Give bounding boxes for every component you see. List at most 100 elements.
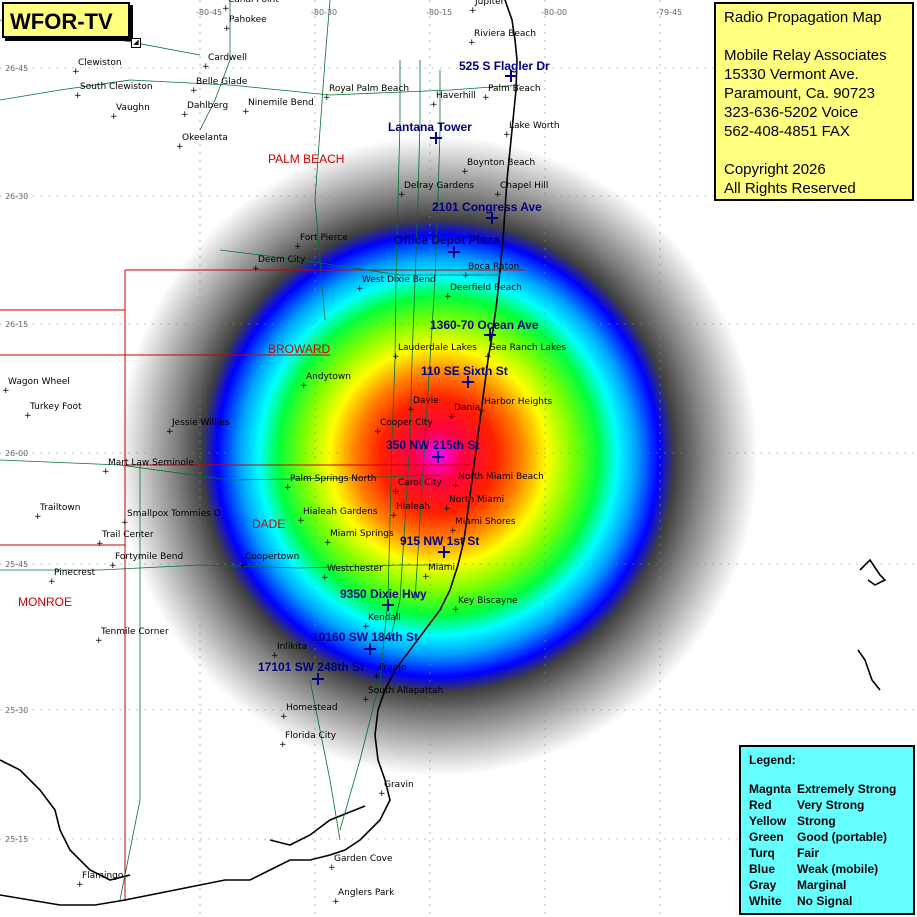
place-labels: Pahokee+Jupiter+Canal Point+Clewiston+Ca… xyxy=(2,0,566,907)
site-cross-icon xyxy=(462,376,474,388)
place-label: Kendall xyxy=(368,613,401,623)
legend-meaning: Extremely Strong xyxy=(797,782,897,796)
legend-row: Gray Marginal xyxy=(749,877,905,893)
site-label: Lantana Tower xyxy=(388,120,472,134)
place-dot-icon: + xyxy=(223,24,231,34)
place-label: Gravin xyxy=(384,780,414,790)
place-label: Tenmile Corner xyxy=(100,627,169,637)
place-dot-icon: + xyxy=(239,561,247,571)
legend-row: Red Very Strong xyxy=(749,797,905,813)
legend-color: Blue xyxy=(749,862,776,876)
place-dot-icon: + xyxy=(398,190,406,200)
county-label: PALM BEACH xyxy=(268,152,344,166)
place-label: Jupiter xyxy=(474,0,505,7)
legend-meaning: Weak (mobile) xyxy=(797,862,879,876)
place-label: Deerfield Beach xyxy=(450,283,522,293)
site-label: 1360-70 Ocean Ave xyxy=(430,318,539,332)
place-label: South Clewiston xyxy=(80,82,153,92)
legend-row: White No Signal xyxy=(749,893,905,909)
info-line: 562-408-4851 FAX xyxy=(724,123,850,140)
place-label: Dania xyxy=(454,403,480,413)
place-dot-icon: + xyxy=(321,573,329,583)
legend-color: Turq xyxy=(749,846,775,860)
place-label: North Miami Beach xyxy=(458,472,544,482)
place-dot-icon: + xyxy=(102,467,110,477)
legend-meaning: Strong xyxy=(797,814,836,828)
place-dot-icon: + xyxy=(202,62,210,72)
county-label: BROWARD xyxy=(268,342,331,356)
place-dot-icon: + xyxy=(452,481,460,491)
site-label: 525 S Flagler Dr xyxy=(459,59,550,73)
place-label: Vaughn xyxy=(116,103,150,113)
place-dot-icon: + xyxy=(176,142,184,152)
place-dot-icon: + xyxy=(72,67,80,77)
place-dot-icon: + xyxy=(332,897,340,907)
coordinate-labels: -80-45 -80-30 -80-15 -80-00 -79-45 26-45… xyxy=(5,8,682,844)
place-label: Boynton Beach xyxy=(467,158,535,168)
site-cross-icon xyxy=(382,599,394,611)
place-label: Miami xyxy=(428,563,455,573)
legend-meaning: Good (portable) xyxy=(797,830,887,844)
lat-label: 25-30 xyxy=(5,706,28,715)
place-label: Sea Ranch Lakes xyxy=(490,343,566,353)
place-dot-icon: + xyxy=(34,512,42,522)
site-cross-icon xyxy=(484,329,496,341)
coastline xyxy=(0,0,887,906)
info-line xyxy=(724,141,904,160)
info-line: Copyright 2026 xyxy=(724,161,826,178)
place-label: Wagon Wheel xyxy=(8,377,70,387)
lon-label: -79-45 xyxy=(656,8,682,17)
lon-label: -80-15 xyxy=(426,8,452,17)
place-label: Carol City xyxy=(398,478,442,488)
place-dot-icon: + xyxy=(478,406,486,416)
place-dot-icon: + xyxy=(356,284,364,294)
place-label: Homestead xyxy=(286,703,338,713)
place-dot-icon: + xyxy=(362,622,370,632)
place-dot-icon: + xyxy=(297,516,305,526)
place-dot-icon: + xyxy=(74,91,82,101)
place-label: North Miami xyxy=(449,495,504,505)
lon-label: -80-00 xyxy=(541,8,567,17)
county-borders xyxy=(0,269,525,900)
county-labels: PALM BEACH BROWARD DADE MONROE xyxy=(18,152,344,609)
place-label: Miami Shores xyxy=(455,517,516,527)
legend-title: Legend: xyxy=(749,753,796,767)
place-label: South Allapattah xyxy=(368,686,443,696)
place-label: Garden Cove xyxy=(334,854,393,864)
site-label: 9350 Dixie Hwy xyxy=(340,587,427,601)
place-label: Harbor Heights xyxy=(484,397,553,407)
place-dot-icon: + xyxy=(24,411,32,421)
place-label: Haverhill xyxy=(436,91,476,101)
transmitter-sites: 525 S Flagler Dr Lantana Tower 2101 Congre… xyxy=(258,59,550,685)
site-label: 17101 SW 248th St xyxy=(258,660,364,674)
place-label: Anglers Park xyxy=(338,888,395,898)
place-label: Boca Raton xyxy=(468,262,519,272)
legend-row: Green Good (portable) xyxy=(749,829,905,845)
place-label: Deem City xyxy=(258,255,306,265)
place-dot-icon: + xyxy=(484,352,492,362)
place-dot-icon: + xyxy=(462,271,470,281)
place-label: Davie xyxy=(413,396,439,406)
info-line xyxy=(724,27,904,46)
place-dot-icon: + xyxy=(444,292,452,302)
legend-color: Gray xyxy=(749,878,777,892)
legend-meaning: Very Strong xyxy=(797,798,865,812)
site-cross-icon xyxy=(312,673,324,685)
site-cross-icon xyxy=(505,70,517,82)
place-dot-icon: + xyxy=(121,518,129,528)
place-label: Clewiston xyxy=(78,58,122,68)
place-dot-icon: + xyxy=(374,427,382,437)
place-label: Cooper City xyxy=(380,418,433,428)
lat-label: 25-45 xyxy=(5,560,28,569)
legend-meaning: Fair xyxy=(797,846,820,860)
place-label: Dahlberg xyxy=(187,101,228,111)
place-dot-icon: + xyxy=(482,93,490,103)
place-dot-icon: + xyxy=(392,487,400,497)
place-dot-icon: + xyxy=(469,6,477,16)
place-dot-icon: + xyxy=(181,110,189,120)
place-dot-icon: + xyxy=(468,38,476,48)
place-dot-icon: + xyxy=(294,242,302,252)
place-label: Canal Point xyxy=(228,0,279,5)
place-label: Lake Worth xyxy=(509,121,560,131)
lat-label: 26-30 xyxy=(5,192,28,201)
